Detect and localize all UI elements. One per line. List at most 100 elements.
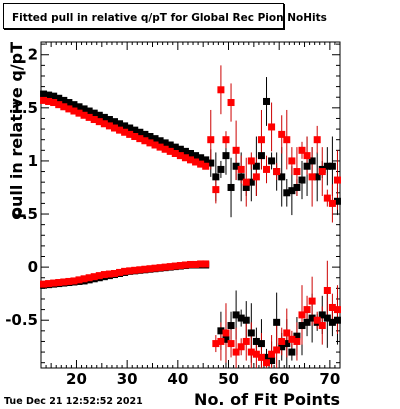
x-tick-label: 20	[66, 370, 87, 388]
data-point	[156, 143, 164, 151]
data-point	[318, 311, 326, 319]
data-point	[268, 350, 276, 358]
plot-frame	[40, 41, 341, 369]
data-point	[252, 350, 260, 358]
data-point	[242, 178, 250, 186]
data-point	[308, 314, 316, 322]
data-point	[308, 157, 316, 165]
data-point	[60, 96, 68, 104]
data-point	[227, 183, 235, 191]
data-point	[237, 173, 245, 181]
y-tick-label: -0.5	[5, 311, 38, 329]
data-point	[90, 116, 98, 124]
data-point	[151, 264, 159, 272]
data-point	[217, 327, 225, 335]
data-point	[187, 260, 194, 268]
data-point	[121, 267, 129, 275]
data-point	[237, 343, 245, 351]
data-point	[283, 136, 291, 144]
y-axis-label: pull in relative q/pT	[7, 42, 26, 219]
data-point	[161, 263, 169, 271]
data-point	[85, 113, 93, 121]
data-point	[156, 264, 164, 272]
data-point	[80, 275, 88, 283]
data-point	[333, 306, 341, 314]
data-point	[237, 314, 245, 322]
data-point	[65, 105, 73, 113]
data-point	[247, 329, 255, 337]
data-point	[192, 260, 200, 268]
data-point	[263, 353, 271, 361]
data-point	[257, 340, 265, 348]
data-point	[303, 318, 311, 326]
data-point	[303, 152, 311, 160]
data-point	[237, 165, 245, 173]
data-point	[323, 162, 331, 170]
data-point	[60, 103, 68, 111]
data-point	[318, 168, 326, 176]
data-point	[293, 337, 301, 345]
y-tick-label: 1	[28, 152, 38, 170]
data-point	[263, 359, 271, 367]
data-point	[55, 101, 63, 109]
data-point	[70, 107, 78, 115]
data-point	[207, 159, 215, 167]
data-point	[136, 135, 144, 143]
data-point	[303, 306, 311, 314]
data-point	[197, 260, 205, 268]
x-tick-label: 70	[319, 370, 340, 388]
data-point	[85, 107, 93, 115]
data-point	[105, 116, 113, 124]
data-point	[171, 143, 179, 151]
data-point	[40, 280, 48, 288]
data-point	[212, 186, 220, 194]
data-point	[181, 154, 189, 162]
data-point	[197, 154, 205, 162]
data-point	[283, 340, 291, 348]
y-tick-label: 0.5	[11, 205, 38, 223]
data-point	[268, 357, 276, 365]
data-point	[247, 178, 255, 186]
data-point	[242, 183, 250, 191]
data-point	[110, 118, 118, 126]
data-point	[95, 118, 103, 126]
data-point	[268, 123, 276, 131]
data-point	[252, 337, 260, 345]
data-point	[105, 122, 113, 130]
data-point	[45, 280, 53, 288]
data-point	[222, 335, 230, 343]
axis-ticks	[40, 42, 341, 368]
data-point	[298, 176, 306, 184]
data-point	[247, 348, 255, 356]
data-point	[328, 318, 336, 326]
data-point	[313, 173, 321, 181]
y-tick-label: 1.5	[11, 99, 38, 117]
data-point	[217, 86, 225, 94]
data-point	[247, 157, 255, 165]
data-point	[110, 124, 118, 132]
x-tick-label: 50	[218, 370, 239, 388]
data-point	[328, 303, 336, 311]
y-tick-label: 0	[28, 258, 38, 276]
data-point	[187, 149, 194, 157]
data-point	[70, 277, 78, 285]
data-point	[278, 343, 286, 351]
data-point	[273, 346, 281, 354]
data-point	[181, 261, 189, 269]
data-point	[110, 269, 118, 277]
data-point	[283, 329, 291, 337]
data-point	[288, 335, 296, 343]
data-point	[45, 97, 53, 105]
data-point	[176, 152, 184, 160]
data-point	[65, 99, 73, 107]
data-point	[40, 90, 48, 98]
x-tick-label: 30	[117, 370, 138, 388]
data-point	[141, 265, 149, 273]
data-point	[151, 135, 159, 143]
data-point	[288, 348, 296, 356]
data-point	[313, 316, 321, 324]
data-point	[308, 297, 316, 305]
data-point	[202, 162, 210, 170]
data-point	[232, 348, 240, 356]
data-point	[263, 97, 271, 105]
